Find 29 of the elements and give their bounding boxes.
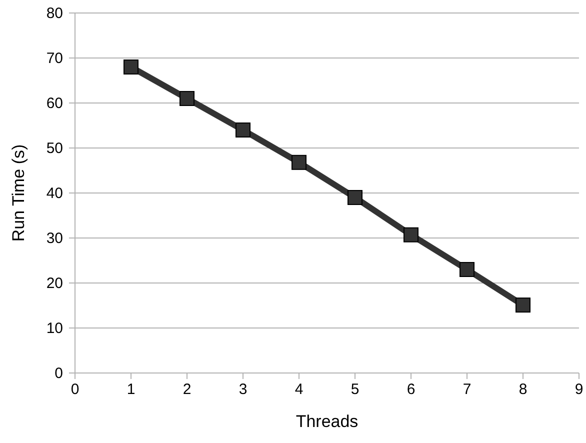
x-axis-title: Threads (296, 412, 358, 431)
x-tick-label: 3 (238, 381, 248, 398)
x-tick-label: 4 (294, 381, 304, 398)
x-tick-label: 0 (70, 381, 80, 398)
point (460, 262, 474, 277)
x-tick-label: 5 (350, 381, 360, 398)
y-axis-title: Run Time (s) (9, 144, 28, 242)
y-tick-label: 30 (46, 230, 63, 247)
y-tick-label: 0 (54, 365, 63, 382)
y-tick-label: 50 (46, 140, 63, 157)
y-tick-label: 20 (46, 275, 63, 292)
point (292, 154, 306, 170)
y-tick-label: 10 (46, 320, 63, 337)
point (124, 60, 138, 74)
x-tick-label: 2 (182, 381, 192, 398)
x-tick-label: 1 (126, 381, 136, 398)
y-tick-label: 70 (46, 50, 63, 67)
x-tick-label: 6 (406, 381, 416, 398)
y-tick-label: 80 (46, 5, 63, 22)
point (348, 190, 362, 205)
x-tick-label: 9 (574, 381, 584, 398)
x-tick-label: 8 (518, 381, 528, 398)
point (516, 298, 530, 313)
point (180, 91, 194, 106)
point (404, 227, 418, 242)
point (236, 122, 250, 138)
y-tick-label: 40 (46, 185, 63, 202)
y-tick-label: 60 (46, 95, 63, 112)
x-tick-label: 7 (462, 381, 472, 398)
